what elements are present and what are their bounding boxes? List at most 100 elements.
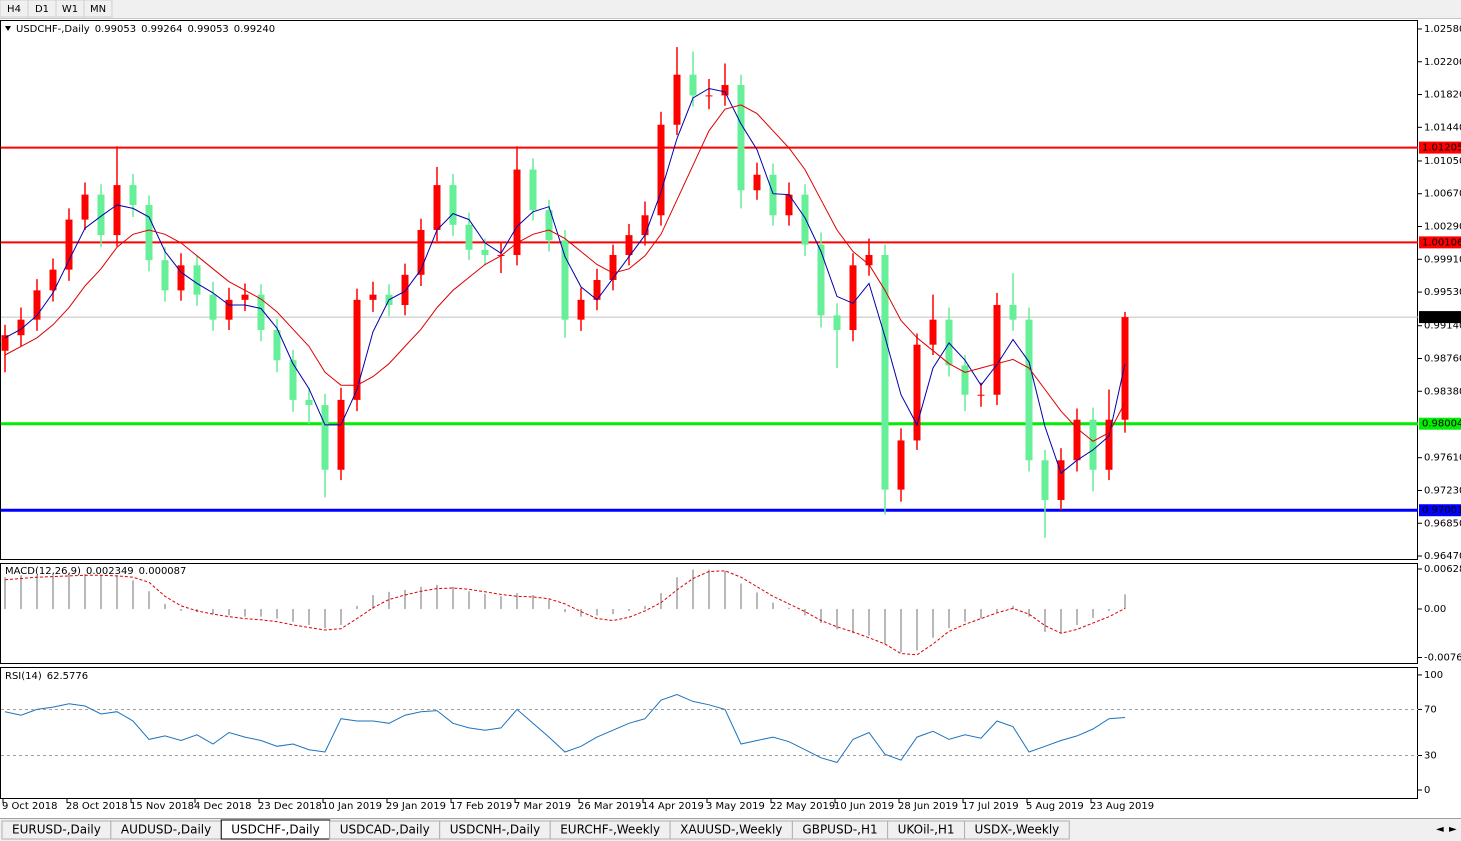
candle-body (849, 265, 857, 331)
candle-body (241, 294, 249, 300)
quote-value: 0.99053 (95, 24, 136, 35)
chart-tab-label[interactable]: GBPUSD-,H1 (802, 823, 877, 837)
candle-body (369, 294, 377, 300)
chart-tab-label[interactable]: EURUSD-,Daily (12, 823, 101, 837)
candle-body (481, 249, 489, 255)
timeframe-button[interactable]: H4 (0, 0, 29, 18)
candle-body (49, 269, 57, 291)
chart-tab-label[interactable]: USDCHF-,Daily (231, 823, 319, 837)
candle-body (433, 185, 441, 230)
candle-body (641, 215, 649, 236)
chart-tab[interactable]: XAUUSD-,Weekly (669, 820, 793, 840)
candle-body (1025, 319, 1033, 461)
candle-body (785, 194, 793, 216)
indicator-readout: 0.000087 (139, 566, 187, 577)
candle-body (529, 169, 537, 211)
chart-tab[interactable]: EURUSD-,Daily (1, 820, 112, 840)
chart-tab-label[interactable]: UKOil-,H1 (898, 823, 955, 837)
quote-value: 0.99053 (187, 24, 228, 35)
candle-body (1009, 305, 1017, 320)
rsi-pane-frame (0, 667, 1418, 799)
macd-pane-frame (0, 563, 1418, 664)
y-tick-label: 1.02580 (1424, 24, 1461, 35)
y-tick-label: 0.96470 (1424, 551, 1461, 562)
candle-body (129, 185, 137, 205)
candle-body (353, 299, 361, 400)
y-tick-label: 30 (1424, 750, 1437, 761)
chart-tab-label[interactable]: USDCNH-,Daily (450, 823, 541, 837)
candle-body (929, 319, 937, 345)
candle-body (1041, 460, 1049, 500)
timeframe-button[interactable]: D1 (27, 0, 57, 18)
candle-body (81, 194, 89, 220)
candle-body (401, 274, 409, 306)
chart-tab-label[interactable]: XAUUSD-,Weekly (680, 823, 782, 837)
timeframe-label[interactable]: MN (90, 4, 106, 15)
chart-tab[interactable]: UKOil-,H1 (887, 820, 966, 840)
timeframe-label[interactable]: W1 (62, 4, 78, 15)
x-tick-label: 17 Jul 2019 (962, 801, 1019, 812)
timeframe-button[interactable]: W1 (55, 0, 85, 18)
candle-body (721, 85, 729, 96)
y-tick-label: 1.01820 (1424, 90, 1461, 101)
x-tick-label: 29 Jan 2019 (386, 801, 446, 812)
candle-body (273, 330, 281, 361)
candle-body (833, 315, 841, 331)
chart-tab[interactable]: USDX-,Weekly (964, 820, 1070, 840)
candle-body (65, 219, 73, 270)
y-tick-label: -0.00762 (1424, 653, 1461, 664)
level-price-label: 0.97001 (1422, 505, 1461, 516)
candle-body (1, 335, 9, 351)
tab-scroll-right[interactable]: ► (1449, 824, 1457, 835)
chart-tab[interactable]: EURCHF-,Weekly (549, 820, 671, 840)
candle-body (753, 174, 761, 191)
level-price-tag (1419, 417, 1461, 430)
timeframe-label[interactable]: H4 (7, 4, 21, 15)
y-tick-label: 0.00 (1424, 604, 1446, 615)
chart-tab[interactable]: USDCHF-,Daily (220, 819, 331, 840)
candle-body (913, 344, 921, 441)
candle-body (417, 229, 425, 275)
chart-tab-label[interactable]: EURCHF-,Weekly (560, 823, 660, 837)
candle-body (289, 360, 297, 400)
x-tick-label: 10 Jan 2019 (322, 801, 382, 812)
timeframe-button-bg[interactable] (83, 0, 113, 18)
indicator-title: RSI(14) (5, 671, 42, 682)
chart-tab-label[interactable]: AUDUSD-,Daily (121, 823, 211, 837)
candle-body (513, 169, 521, 255)
macd-signal (4, 570, 1126, 656)
x-tick-label: 22 May 2019 (770, 801, 835, 812)
y-tick-label: 70 (1424, 704, 1437, 715)
candle-body (801, 194, 809, 245)
chart-tab-label[interactable]: USDX-,Weekly (975, 823, 1060, 837)
y-tick-label: 0.006286 (1424, 564, 1461, 575)
candle-body (33, 290, 41, 320)
candle-body (769, 174, 777, 216)
x-tick-label: 5 Aug 2019 (1026, 801, 1084, 812)
chart-title: USDCHF-,Daily (16, 24, 90, 35)
candle-body (705, 95, 713, 97)
chart-tab[interactable]: AUDUSD-,Daily (110, 820, 222, 840)
timeframe-button[interactable]: MN (83, 0, 113, 18)
rsi-line (4, 693, 1126, 763)
tab-scroll-left[interactable]: ◄ (1436, 824, 1444, 835)
candle-body (993, 305, 1001, 395)
chart-tab[interactable]: GBPUSD-,H1 (791, 820, 889, 840)
timeframe-label[interactable]: D1 (35, 4, 49, 15)
x-tick-label: 17 Feb 2019 (450, 801, 512, 812)
y-tick-label: 0 (1424, 785, 1430, 796)
candle-body (1105, 419, 1113, 470)
chart-tab-bg[interactable] (964, 820, 1070, 840)
chart-tab[interactable]: USDCAD-,Daily (329, 820, 441, 840)
candle-body (673, 74, 681, 125)
chart-tab-label[interactable]: USDCAD-,Daily (340, 823, 430, 837)
chart-tab[interactable]: USDCNH-,Daily (439, 820, 551, 840)
candle-body (257, 294, 265, 331)
x-tick-label: 7 Mar 2019 (514, 801, 571, 812)
